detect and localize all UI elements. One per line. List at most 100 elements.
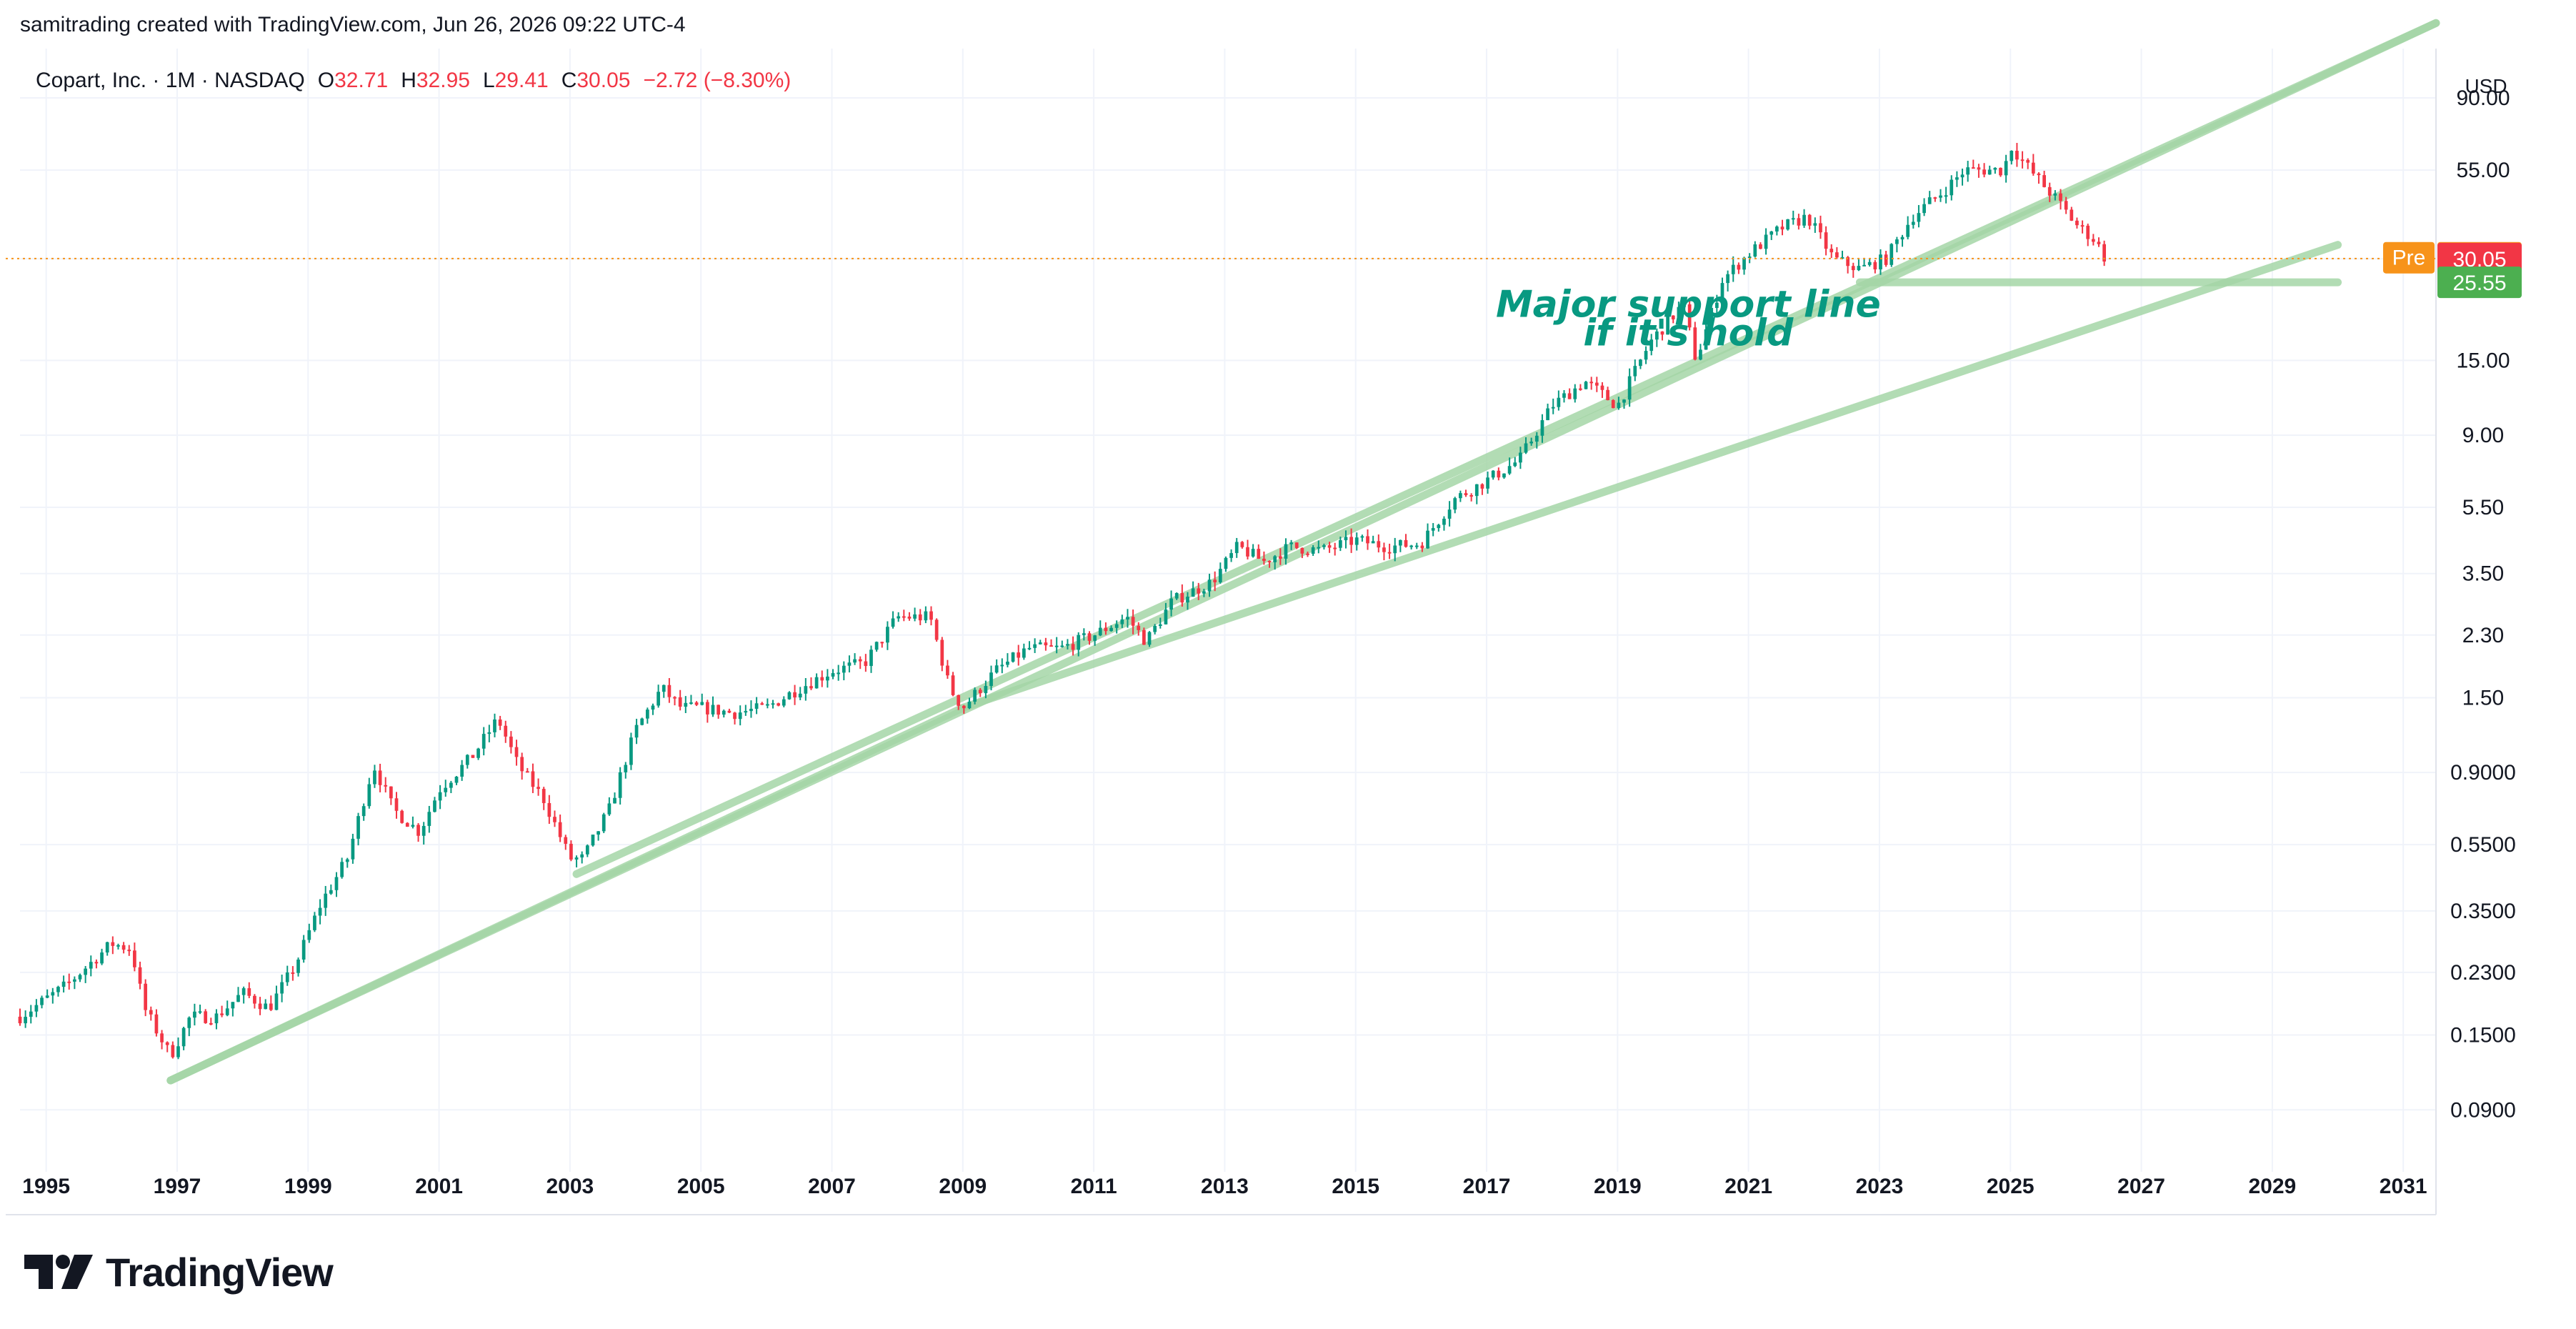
candle-body bbox=[487, 732, 491, 735]
candle-body bbox=[2053, 193, 2057, 196]
candle-body bbox=[864, 661, 868, 667]
symbol-line[interactable]: Copart, Inc. · 1M · NASDAQ bbox=[36, 69, 305, 92]
candle-body bbox=[891, 618, 895, 627]
open-label: O bbox=[317, 69, 335, 92]
candle-body bbox=[378, 770, 382, 785]
candle-body bbox=[253, 995, 256, 1004]
brand-footer[interactable]: TradingView bbox=[24, 1250, 334, 1295]
candle-body bbox=[1027, 647, 1032, 649]
candle-body bbox=[1327, 545, 1332, 548]
price-tick-label: 0.0900 bbox=[2450, 1098, 2516, 1122]
candle-body bbox=[1927, 197, 1932, 204]
candle-body bbox=[727, 710, 732, 713]
candle-body bbox=[1714, 302, 1719, 309]
candle-body bbox=[1382, 547, 1386, 552]
candle-body bbox=[1649, 339, 1654, 352]
candle-body bbox=[569, 843, 573, 860]
candle-body bbox=[1284, 544, 1288, 559]
candle-body bbox=[264, 1003, 268, 1010]
candle-body bbox=[733, 712, 737, 720]
candle-body bbox=[1131, 617, 1135, 626]
time-axis[interactable]: 1995 1997 1999 2001 2003 2005 2007 2009 2011 2013… bbox=[6, 1175, 2436, 1215]
candle-body bbox=[766, 704, 769, 706]
candle-body bbox=[880, 642, 884, 644]
candle-body bbox=[313, 915, 316, 930]
candle-body bbox=[411, 825, 415, 827]
candle-body bbox=[1306, 553, 1309, 555]
candle-body bbox=[2015, 151, 2019, 160]
price-axis[interactable]: USD90.0055.0030.0015.009.005.503.502.301… bbox=[2435, 49, 2516, 1215]
candle-body bbox=[171, 1045, 175, 1057]
candle-body bbox=[902, 616, 906, 618]
candle-body bbox=[51, 992, 55, 996]
price-tick-label: 9.00 bbox=[2462, 424, 2504, 447]
candle-body bbox=[1579, 388, 1582, 390]
candle-body bbox=[924, 611, 928, 621]
candle-body bbox=[2020, 159, 2025, 161]
candle-body bbox=[1218, 569, 1222, 582]
candle-body bbox=[798, 693, 802, 698]
candle-body bbox=[329, 890, 333, 894]
candle-body bbox=[1737, 264, 1741, 270]
candle-body bbox=[176, 1046, 180, 1057]
candle-body bbox=[384, 785, 388, 787]
candle-body bbox=[34, 1005, 39, 1012]
candle-body bbox=[1022, 648, 1026, 658]
time-tick-label: 1999 bbox=[284, 1175, 332, 1198]
candle-body bbox=[547, 802, 551, 817]
candle-body bbox=[291, 972, 295, 975]
candle-body bbox=[373, 770, 376, 785]
candle-body bbox=[1606, 389, 1609, 400]
candle-body bbox=[181, 1027, 186, 1047]
candle-body bbox=[154, 1014, 159, 1034]
candle-body bbox=[738, 712, 742, 720]
candle-body bbox=[1911, 222, 1915, 225]
candle-body bbox=[1174, 592, 1179, 599]
candle-body bbox=[831, 673, 835, 677]
candle-body bbox=[1933, 197, 1937, 199]
candle-body bbox=[525, 771, 529, 773]
candle-body bbox=[18, 1016, 22, 1024]
candle-body bbox=[241, 988, 246, 995]
candle-body bbox=[1317, 547, 1321, 549]
candle-body bbox=[2064, 201, 2068, 210]
candle-body bbox=[1344, 537, 1348, 541]
candle-body bbox=[1999, 167, 2002, 176]
candle-body bbox=[1251, 549, 1255, 557]
close-value: 30.05 bbox=[576, 69, 631, 92]
candle-body bbox=[1262, 558, 1266, 562]
candle-body bbox=[1540, 420, 1544, 436]
candle-body bbox=[1557, 397, 1561, 407]
candle-body bbox=[1109, 627, 1113, 632]
candle-body bbox=[886, 627, 889, 643]
candle-body bbox=[978, 690, 982, 694]
candle-body bbox=[684, 702, 688, 707]
candle-body bbox=[356, 816, 360, 839]
candle-body bbox=[1300, 547, 1304, 554]
candle-body bbox=[634, 725, 639, 738]
candle-body bbox=[438, 792, 442, 801]
candle-body bbox=[1687, 304, 1692, 328]
candle-body bbox=[651, 705, 655, 710]
candle-body bbox=[1589, 382, 1594, 384]
trendline bbox=[959, 241, 2342, 712]
candle-body bbox=[340, 862, 344, 877]
time-tick-label: 2021 bbox=[1724, 1175, 1772, 1198]
price-tick-label: 90.00 bbox=[2456, 86, 2510, 110]
candle-body bbox=[1447, 509, 1452, 519]
candle-body bbox=[1753, 244, 1757, 257]
candle-body bbox=[536, 787, 540, 790]
candle-body bbox=[1939, 195, 1942, 198]
candle-body bbox=[307, 930, 311, 940]
annotation-text: Major support line bbox=[1496, 283, 1881, 326]
change-value: −2.72 (−8.30%) bbox=[643, 69, 792, 92]
candle-body bbox=[962, 705, 966, 709]
candle-body bbox=[1977, 167, 1981, 170]
candle-body bbox=[1197, 588, 1201, 594]
candle-body bbox=[744, 711, 748, 713]
candle-body bbox=[1474, 484, 1479, 497]
candle-body bbox=[1851, 266, 1855, 271]
candle-body bbox=[940, 639, 944, 666]
candle-body bbox=[2091, 239, 2095, 242]
